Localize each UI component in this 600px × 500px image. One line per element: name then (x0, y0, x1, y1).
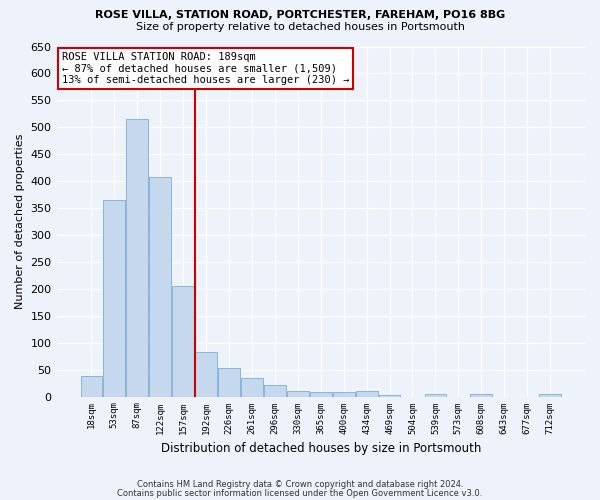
Bar (425, 394, 446, 396)
Bar (539, 394, 561, 396)
Bar (264, 384, 286, 396)
X-axis label: Distribution of detached houses by size in Portsmouth: Distribution of detached houses by size … (161, 442, 481, 455)
Bar (333, 392, 355, 396)
Text: ROSE VILLA, STATION ROAD, PORTCHESTER, FAREHAM, PO16 8BG: ROSE VILLA, STATION ROAD, PORTCHESTER, F… (95, 10, 505, 20)
Bar (470, 394, 492, 396)
Bar (356, 391, 377, 396)
Bar (218, 368, 240, 396)
Bar (80, 376, 103, 396)
Text: Size of property relative to detached houses in Portsmouth: Size of property relative to detached ho… (136, 22, 464, 32)
Bar (103, 200, 125, 396)
Bar (172, 286, 194, 397)
Bar (195, 352, 217, 397)
Text: Contains HM Land Registry data © Crown copyright and database right 2024.: Contains HM Land Registry data © Crown c… (137, 480, 463, 489)
Y-axis label: Number of detached properties: Number of detached properties (15, 134, 25, 309)
Bar (149, 177, 171, 396)
Text: ROSE VILLA STATION ROAD: 189sqm
← 87% of detached houses are smaller (1,509)
13%: ROSE VILLA STATION ROAD: 189sqm ← 87% of… (62, 52, 349, 85)
Bar (310, 392, 332, 396)
Text: Contains public sector information licensed under the Open Government Licence v3: Contains public sector information licen… (118, 488, 482, 498)
Bar (127, 119, 148, 396)
Bar (287, 390, 309, 396)
Bar (241, 378, 263, 396)
